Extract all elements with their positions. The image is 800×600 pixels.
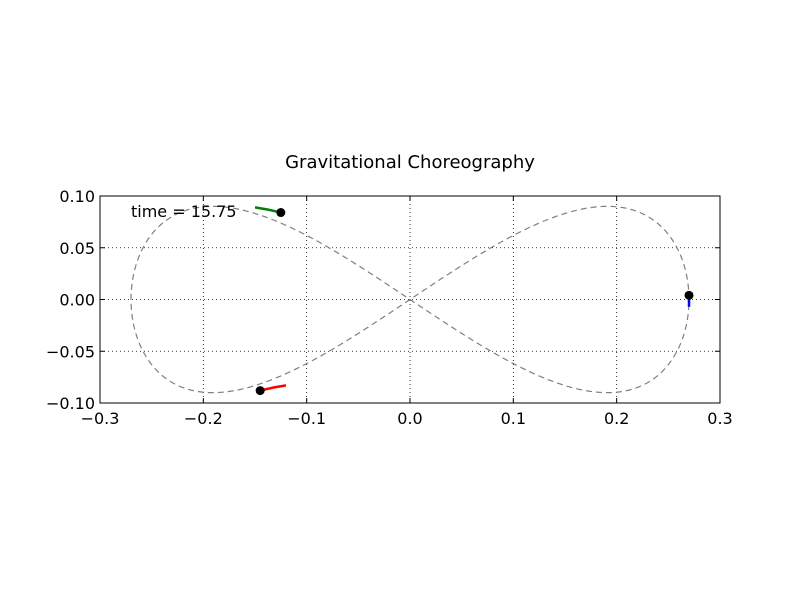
grid bbox=[100, 196, 720, 403]
orbit-layer bbox=[130, 205, 690, 394]
x-tick-label: 0.1 bbox=[501, 409, 526, 428]
x-axis: −0.3 −0.2 −0.1 0.0 0.1 0.2 0.3 bbox=[81, 196, 733, 428]
body-marker bbox=[684, 290, 694, 300]
body-marker bbox=[255, 386, 265, 396]
body-trail bbox=[254, 206, 282, 214]
marker-layer bbox=[255, 208, 694, 396]
x-tick-label: 0.2 bbox=[604, 409, 629, 428]
y-tick-label: −0.10 bbox=[46, 394, 95, 413]
time-annotation: time = 15.75 bbox=[131, 202, 237, 221]
x-tick-label: −0.3 bbox=[81, 409, 120, 428]
y-tick-label: 0.00 bbox=[59, 291, 95, 310]
x-tick-label: 0.3 bbox=[707, 409, 732, 428]
y-tick-label: −0.05 bbox=[46, 342, 95, 361]
y-axis: 0.10 0.05 0.00 −0.05 −0.10 bbox=[46, 187, 720, 413]
orbit-path bbox=[130, 205, 690, 394]
x-tick-label: −0.1 bbox=[287, 409, 326, 428]
body-trail bbox=[259, 384, 287, 392]
y-tick-label: 0.05 bbox=[59, 239, 95, 258]
y-tick-label: 0.10 bbox=[59, 187, 95, 206]
body-marker bbox=[276, 208, 286, 218]
chart-title: Gravitational Choreography bbox=[285, 152, 535, 173]
x-tick-label: 0.0 bbox=[397, 409, 422, 428]
x-tick-label: −0.2 bbox=[184, 409, 223, 428]
